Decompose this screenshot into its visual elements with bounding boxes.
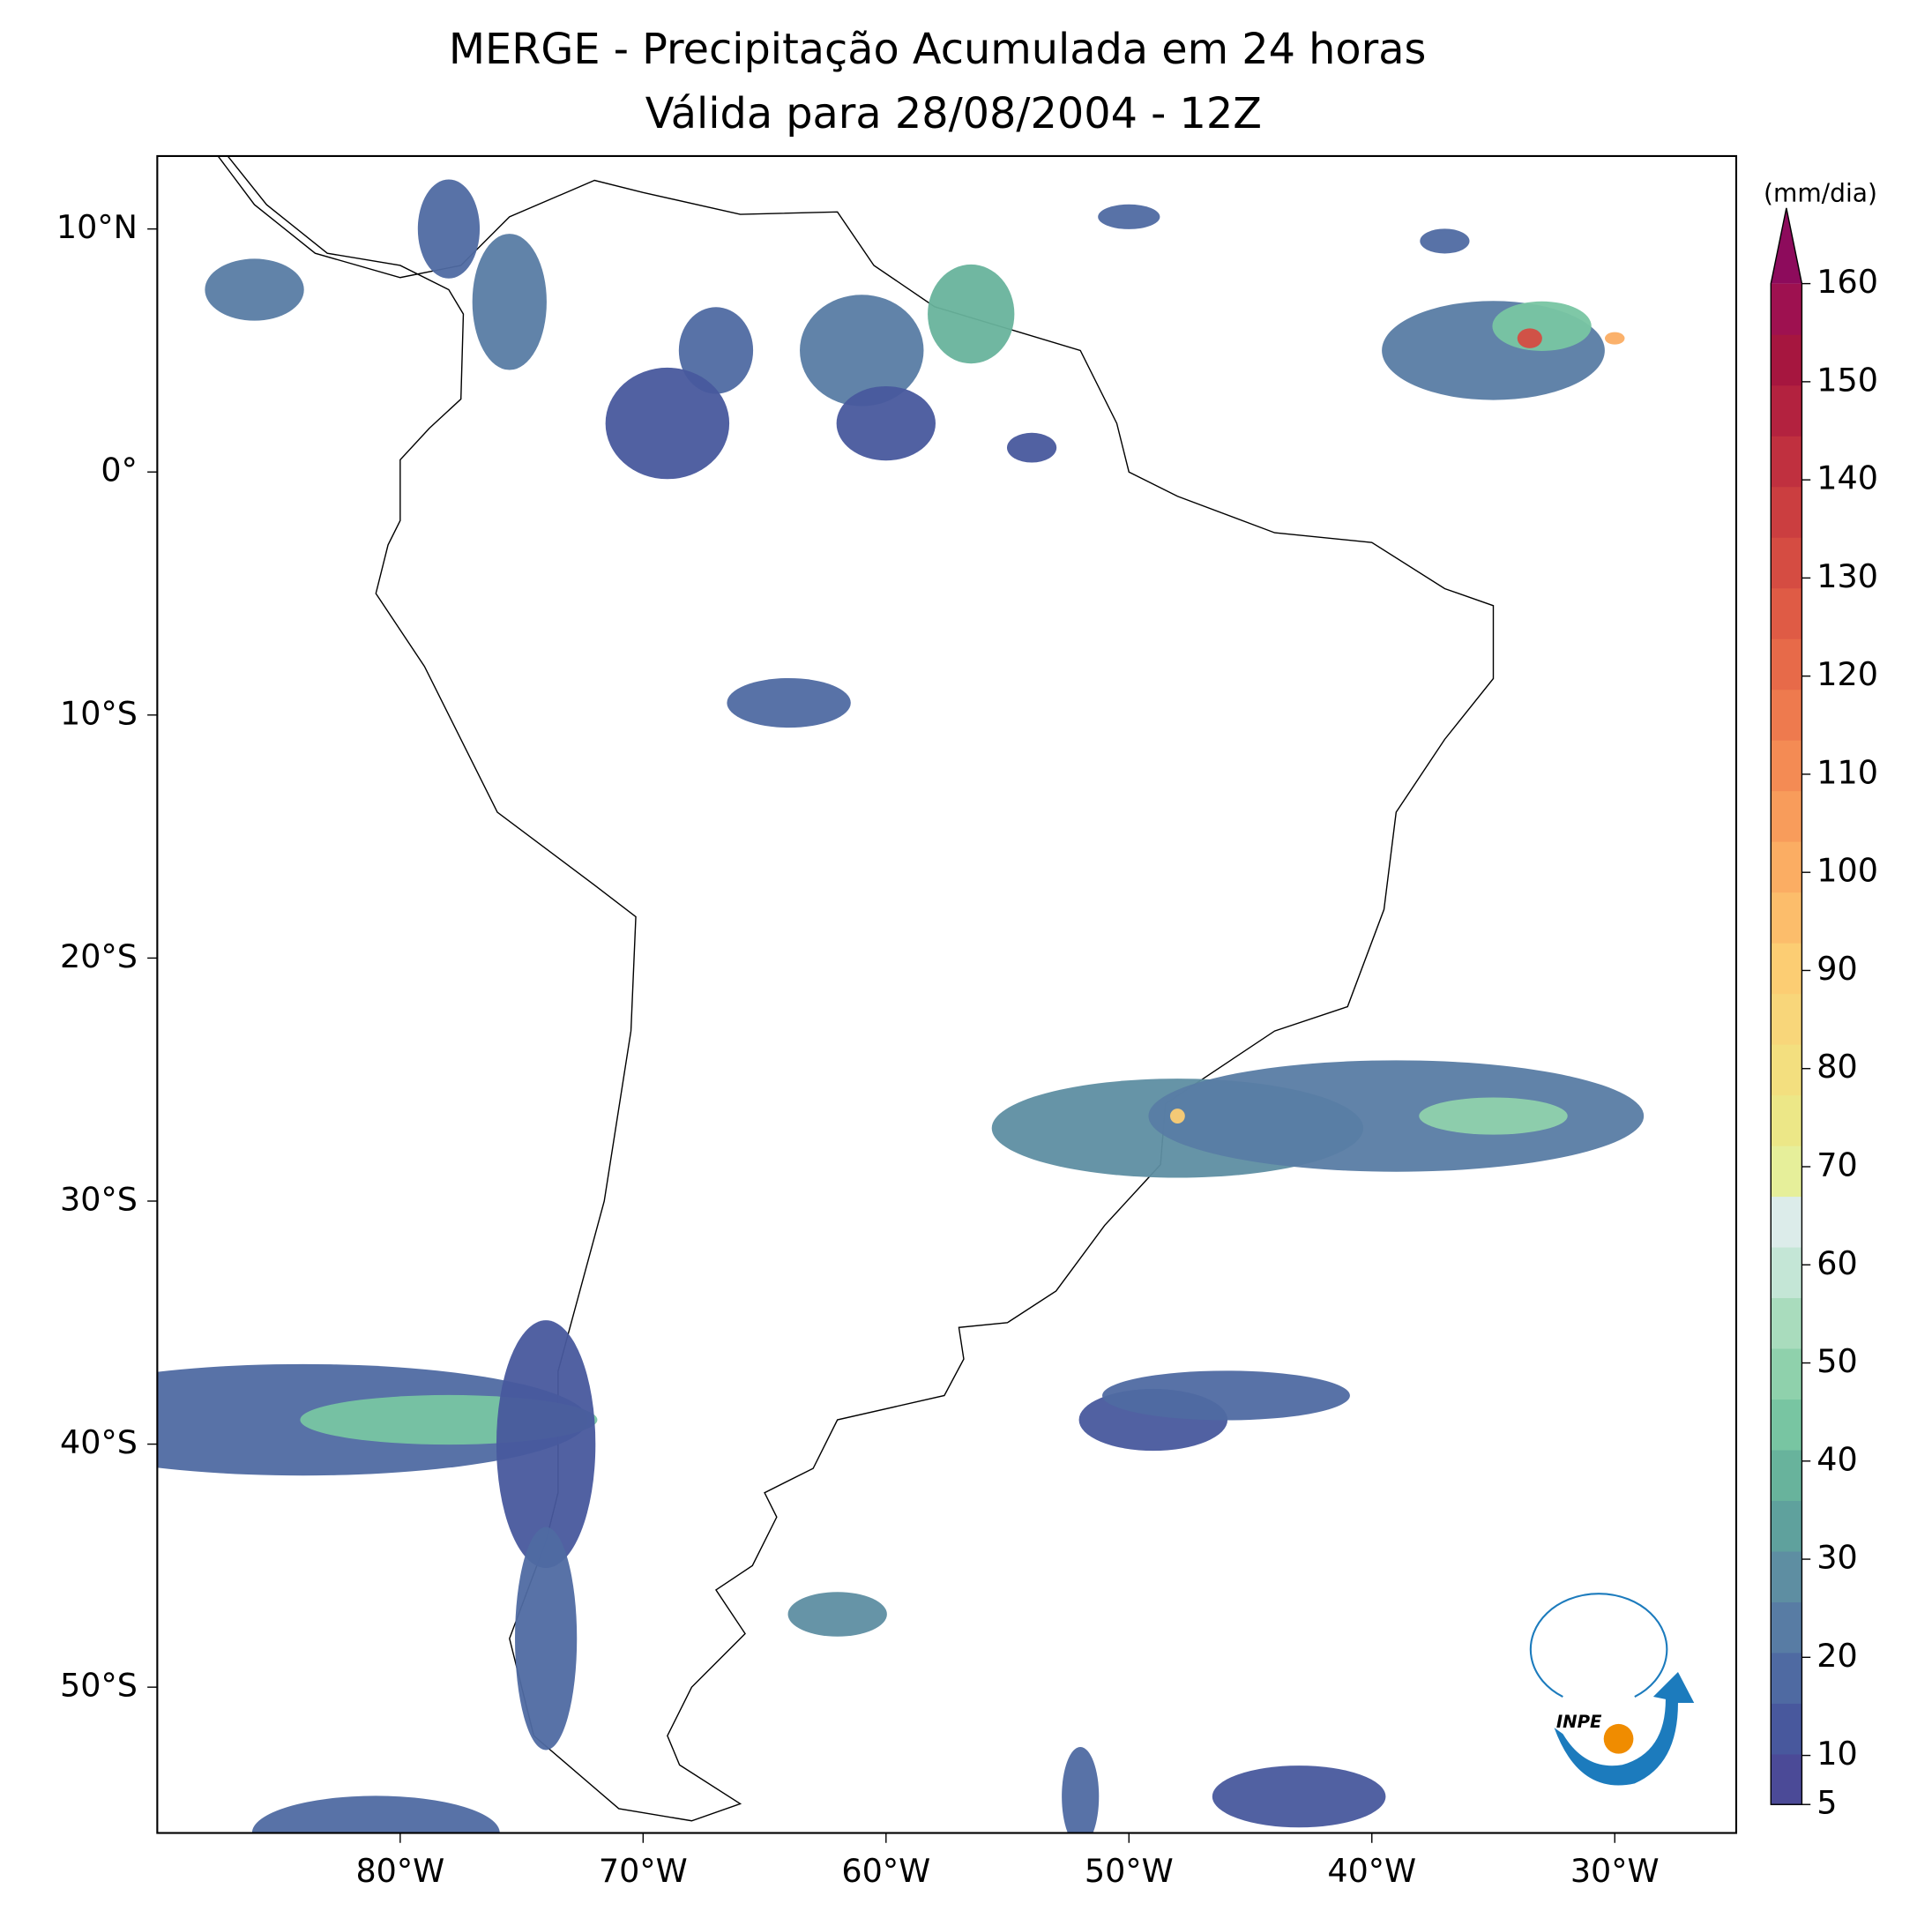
precip-area: [727, 677, 851, 728]
precip-area: [1492, 301, 1592, 351]
x-tick-label: 70°W: [599, 1852, 688, 1890]
colorbar-level: [1771, 1652, 1802, 1704]
precip-area: [787, 1592, 887, 1637]
title-line: MERGE - Precipitação Acumulada em 24 hor…: [449, 26, 1426, 74]
y-tick-label: 20°S: [60, 937, 138, 975]
colorbar-level: [1771, 1145, 1802, 1198]
map: [157, 155, 1645, 1833]
precip-area: [1098, 204, 1160, 229]
colorbar-level: [1771, 638, 1802, 690]
colorbar-level: [1771, 1347, 1802, 1400]
colorbar-tick-label: 160: [1816, 263, 1878, 301]
colorbar-level: [1771, 537, 1802, 589]
colorbar-level: [1771, 587, 1802, 639]
y-tick-label: 10°N: [56, 208, 138, 246]
precip-area: [251, 1795, 500, 1833]
colorbar-level: [1771, 1094, 1802, 1146]
precip-area: [678, 307, 754, 394]
y-tick-label: 0°: [101, 452, 137, 489]
colorbar-tick-label: 100: [1816, 852, 1878, 890]
colorbar-tick-label: 10: [1816, 1735, 1857, 1773]
colorbar-tick-label: 60: [1816, 1244, 1857, 1282]
precip-area: [1605, 332, 1625, 345]
title-line: Válida para 28/08/2004 - 12Z: [645, 90, 1262, 138]
colorbar-tick-label: 140: [1816, 459, 1878, 497]
precip-area: [1148, 1060, 1645, 1172]
colorbar-tick-label: 50: [1816, 1342, 1857, 1380]
y-tick-label: 40°S: [60, 1423, 138, 1461]
precip-area: [605, 367, 730, 480]
colorbar-level: [1771, 384, 1802, 437]
colorbar-level: [1771, 1399, 1802, 1451]
colorbar-unit: (mm/dia): [1764, 178, 1877, 207]
precip-area: [836, 385, 936, 461]
colorbar-outline: [1770, 207, 1803, 1805]
logo: INPE: [1529, 1593, 1695, 1786]
precip-area: [1006, 432, 1057, 463]
colorbar-level: [1771, 283, 1802, 335]
colorbar: 5 10 20 30 40 50 60 70 80 90 100 110 120 130 140 150 160: [1770, 207, 1878, 1822]
precip-area: [928, 264, 1015, 364]
precip-area: [1212, 1765, 1386, 1828]
colorbar-level: [1771, 1601, 1802, 1653]
x-tick-label: 30°W: [1570, 1852, 1660, 1890]
colorbar-level: [1771, 486, 1802, 538]
precip-area: [1102, 1370, 1350, 1421]
colorbar-level: [1771, 892, 1802, 944]
colorbar-level: [1771, 689, 1802, 741]
colorbar-tick-label: 150: [1816, 361, 1878, 399]
precip-area: [472, 234, 547, 370]
colorbar-tick-label: 70: [1816, 1146, 1857, 1183]
colorbar-level: [1771, 1043, 1802, 1096]
colorbar-level: [1771, 1297, 1802, 1349]
colorbar-level: [1771, 1246, 1802, 1299]
y-tick-label: 10°S: [60, 694, 138, 732]
colorbar-level: [1771, 1449, 1802, 1502]
precip-area: [1062, 1747, 1100, 1833]
map-frame: [156, 154, 1738, 1834]
x-tick-label: 50°W: [1085, 1852, 1174, 1890]
colorbar-level: [1771, 1703, 1802, 1755]
colorbar-tick-label: 30: [1816, 1539, 1857, 1577]
colorbar-level: [1771, 1753, 1802, 1805]
colorbar-tick-label: 5: [1816, 1784, 1837, 1822]
x-tick-label: 60°W: [841, 1852, 930, 1890]
colorbar-level: [1771, 993, 1802, 1045]
colorbar-level: [1771, 739, 1802, 792]
precip-area: [515, 1527, 578, 1751]
precip-area: [496, 1320, 596, 1569]
precip-area: [1419, 1097, 1568, 1135]
colorbar-level: [1771, 1196, 1802, 1248]
x-tick-label: 80°W: [355, 1852, 444, 1890]
colorbar-tick-label: 80: [1816, 1048, 1857, 1086]
precip-area: [1169, 1109, 1185, 1123]
colorbar-tick-label: 20: [1816, 1637, 1857, 1675]
precip-area: [205, 258, 304, 321]
colorbar-level: [1771, 436, 1802, 488]
colorbar-tick-label: 120: [1816, 655, 1878, 693]
colorbar-level: [1771, 942, 1802, 995]
precip-area: [1517, 328, 1542, 348]
colorbar-level: [1771, 840, 1802, 893]
colorbar-tick-label: 90: [1816, 950, 1857, 988]
logo-text: INPE: [1556, 1712, 1602, 1732]
colorbar-level: [1771, 1550, 1802, 1602]
precip-area: [1420, 228, 1470, 254]
colorbar-tick-label: 130: [1816, 557, 1878, 595]
precip-area: [417, 179, 481, 279]
y-tick-label: 50°S: [60, 1667, 138, 1705]
colorbar-level: [1771, 790, 1802, 842]
colorbar-tick-label: 40: [1816, 1440, 1857, 1478]
colorbar-level: [1771, 1500, 1802, 1552]
colorbar-level: [1771, 334, 1802, 386]
colorbar-tick-label: 110: [1816, 753, 1878, 791]
y-tick-label: 30°S: [60, 1180, 138, 1218]
precip-area: [800, 295, 924, 407]
x-tick-label: 40°W: [1327, 1852, 1416, 1890]
colorbar-extend: [1771, 207, 1802, 284]
